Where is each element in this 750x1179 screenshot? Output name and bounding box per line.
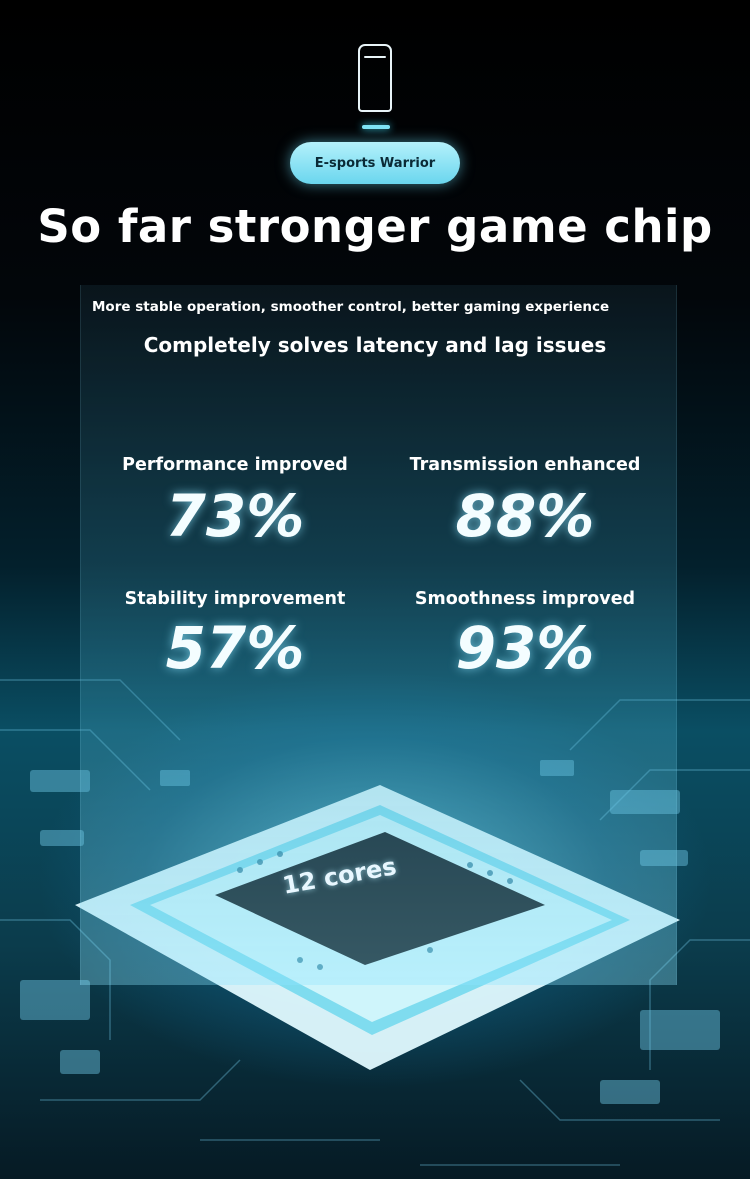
subtitle-small: More stable operation, smoother control,… bbox=[92, 299, 610, 315]
stat-value-smoothness: 93% bbox=[455, 614, 595, 682]
stat-label-transmission: Transmission enhanced bbox=[409, 455, 641, 475]
handheld-device-icon bbox=[358, 44, 392, 112]
stat-label-smoothness: Smoothness improved bbox=[414, 589, 636, 609]
stat-value-stability: 57% bbox=[165, 614, 305, 682]
stat-label-performance: Performance improved bbox=[122, 455, 348, 475]
device-glow-bar bbox=[362, 125, 390, 129]
page-title: So far stronger game chip bbox=[37, 200, 713, 253]
light-beam bbox=[80, 285, 677, 985]
stat-value-performance: 73% bbox=[165, 482, 305, 550]
stat-label-stability: Stability improvement bbox=[124, 589, 346, 609]
circuit-board-illustration bbox=[0, 679, 750, 1166]
subtitle-large: Completely solves latency and lag issues bbox=[143, 333, 607, 357]
stat-value-transmission: 88% bbox=[455, 482, 595, 550]
badge-e-sports-warrior: E-sports Warrior bbox=[290, 142, 460, 184]
